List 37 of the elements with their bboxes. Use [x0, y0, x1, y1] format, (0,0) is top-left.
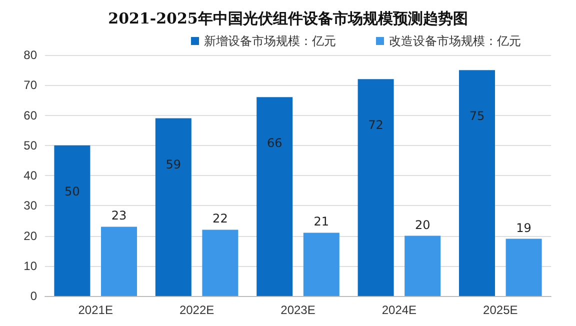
- bar: [155, 118, 192, 296]
- y-tick-label: 40: [24, 168, 38, 182]
- data-label: 59: [166, 157, 182, 172]
- legend-label: 新增设备市场规模：亿元: [204, 34, 336, 48]
- x-tick-label: 2023E: [280, 303, 316, 317]
- bar: [303, 232, 340, 296]
- bar: [459, 70, 495, 296]
- data-label: 23: [111, 208, 127, 223]
- data-label: 66: [266, 136, 282, 150]
- chart-title: 2021-2025年中国光伏组件设备市场规模预测趋势图: [108, 10, 468, 28]
- y-tick-label: 70: [24, 78, 38, 92]
- y-tick-label: 60: [24, 108, 38, 122]
- bar: [404, 236, 441, 296]
- y-tick-label: 0: [30, 289, 38, 303]
- bar: [202, 230, 238, 296]
- bar: [54, 145, 90, 296]
- data-label: 22: [212, 212, 228, 226]
- y-tick-label: 10: [24, 258, 38, 273]
- legend-label: 改造设备市场规模：亿元: [389, 34, 521, 48]
- x-tick-label: 2024E: [382, 303, 417, 317]
- bar: [358, 79, 394, 296]
- data-label: 72: [368, 118, 384, 132]
- bar: [256, 97, 293, 296]
- bar: [101, 226, 137, 296]
- data-label: 21: [314, 214, 330, 229]
- x-tick-label: 2022E: [179, 303, 214, 317]
- data-label: 75: [469, 109, 485, 124]
- y-tick-label: 20: [24, 228, 38, 243]
- data-label: 50: [64, 184, 80, 198]
- bar: [506, 238, 542, 296]
- y-tick-label: 30: [24, 198, 38, 213]
- y-tick-label: 80: [24, 48, 38, 62]
- data-label: 20: [414, 218, 430, 232]
- x-tick-label: 2025E: [483, 303, 518, 317]
- data-label: 19: [516, 220, 532, 235]
- y-tick-label: 50: [24, 138, 38, 152]
- x-tick-label: 2021E: [78, 303, 113, 317]
